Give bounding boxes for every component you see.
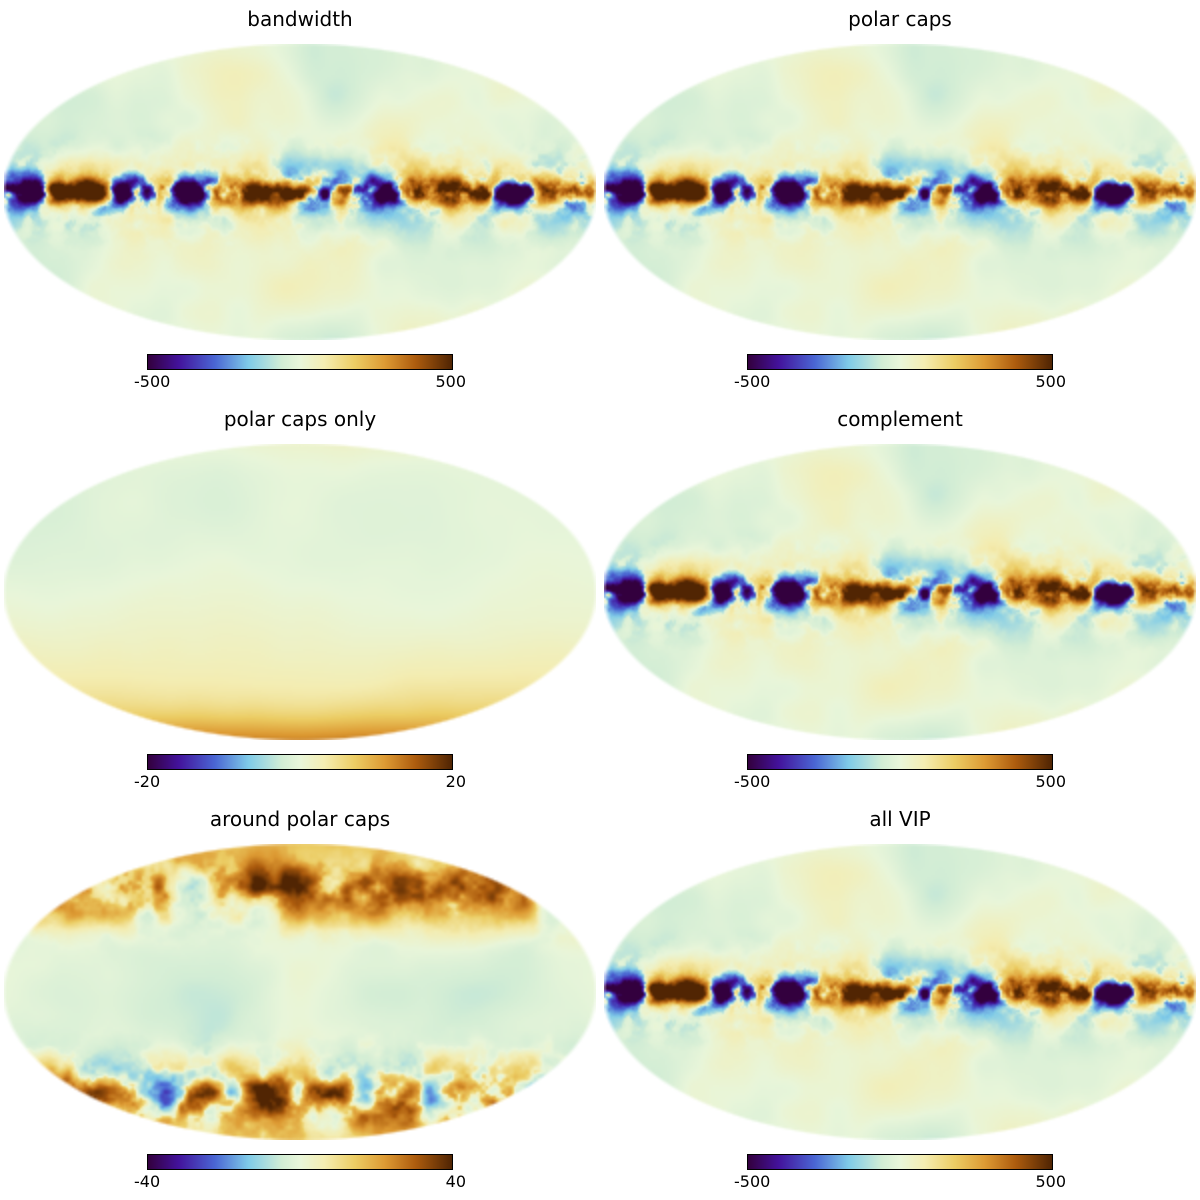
colorbar-max-label: 500 bbox=[1035, 772, 1066, 791]
colorbar: -500 500 bbox=[734, 754, 1066, 791]
colorbar: -20 20 bbox=[134, 754, 466, 791]
map-title: bandwidth bbox=[247, 7, 353, 31]
panel-polar-caps: polar caps -500 500 bbox=[600, 0, 1200, 400]
map-title: around polar caps bbox=[209, 807, 391, 831]
colorbar-min-label: -40 bbox=[134, 1172, 161, 1191]
panel-all-vip: all VIP -500 500 bbox=[600, 800, 1200, 1200]
colorbar-max-label: 40 bbox=[445, 1172, 466, 1191]
colorbar: -500 500 bbox=[734, 354, 1066, 391]
sky-map-canvas bbox=[604, 44, 1196, 340]
panel-polar-caps-only: polar caps only -20 20 bbox=[0, 400, 600, 800]
panel-around-polar-caps: around polar caps -40 40 bbox=[0, 800, 600, 1200]
panel-bandwidth: bandwidth -500 500 bbox=[0, 0, 600, 400]
colorbar-gradient bbox=[747, 754, 1053, 770]
map-title: polar caps only bbox=[223, 407, 377, 431]
sky-map-canvas bbox=[604, 444, 1196, 740]
sky-map-canvas bbox=[604, 844, 1196, 1140]
colorbar: -500 500 bbox=[134, 354, 466, 391]
colorbar-min-label: -500 bbox=[134, 372, 171, 391]
map-title: polar caps bbox=[848, 7, 952, 31]
colorbar-min-label: -20 bbox=[134, 772, 161, 791]
map-title: all VIP bbox=[869, 807, 931, 831]
colorbar-max-label: 500 bbox=[435, 372, 466, 391]
colorbar-gradient bbox=[147, 354, 453, 370]
panel-complement: complement -500 500 bbox=[600, 400, 1200, 800]
colorbar-gradient bbox=[147, 1154, 453, 1170]
colorbar-max-label: 500 bbox=[1035, 372, 1066, 391]
colorbar-max-label: 500 bbox=[1035, 1172, 1066, 1191]
colorbar-min-label: -500 bbox=[734, 772, 771, 791]
sky-map-canvas bbox=[4, 444, 596, 740]
colorbar-min-label: -500 bbox=[734, 372, 771, 391]
colorbar-min-label: -500 bbox=[734, 1172, 771, 1191]
colorbar-max-label: 20 bbox=[445, 772, 466, 791]
colorbar-gradient bbox=[747, 354, 1053, 370]
map-title: complement bbox=[837, 407, 963, 431]
colorbar-gradient bbox=[147, 754, 453, 770]
colorbar: -40 40 bbox=[134, 1154, 466, 1191]
sky-map-canvas bbox=[4, 844, 596, 1140]
sky-map-canvas bbox=[4, 44, 596, 340]
colorbar-gradient bbox=[747, 1154, 1053, 1170]
colorbar: -500 500 bbox=[734, 1154, 1066, 1191]
